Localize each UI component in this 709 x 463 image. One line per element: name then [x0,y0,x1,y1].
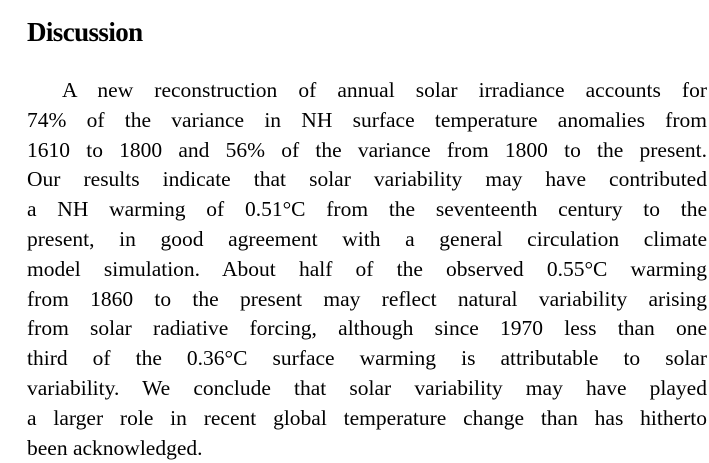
paragraph-line: a NH warming of 0.51°C from the seventee… [27,197,708,222]
paragraph-line: variability. We conclude that solar vari… [27,375,707,400]
paragraph-line: from 1860 to the present may reflect nat… [27,286,708,311]
paragraph-line: a larger role in recent global temperatu… [27,405,708,430]
paragraph-line: model simulation. About half of the obse… [27,256,707,281]
paragraph-line: 1610 to 1800 and 56% of the variance fro… [27,137,707,162]
section-heading: Discussion [27,17,143,47]
paragraph-line: from solar radiative forcing, although s… [27,316,708,341]
paragraph-line: been acknowledged. [27,435,203,460]
discussion-paragraph: A new reconstruction of annual solar irr… [27,76,707,463]
paragraph-line: A new reconstruction of annual solar irr… [62,78,707,102]
paragraph-line: Our results indicate that solar variabil… [27,167,707,192]
paragraph-line: present, in good agreement with a genera… [27,226,708,251]
paragraph-line: 74% of the variance in NH surface temper… [27,107,707,132]
paragraph-line: third of the 0.36°C surface warming is a… [27,346,708,371]
